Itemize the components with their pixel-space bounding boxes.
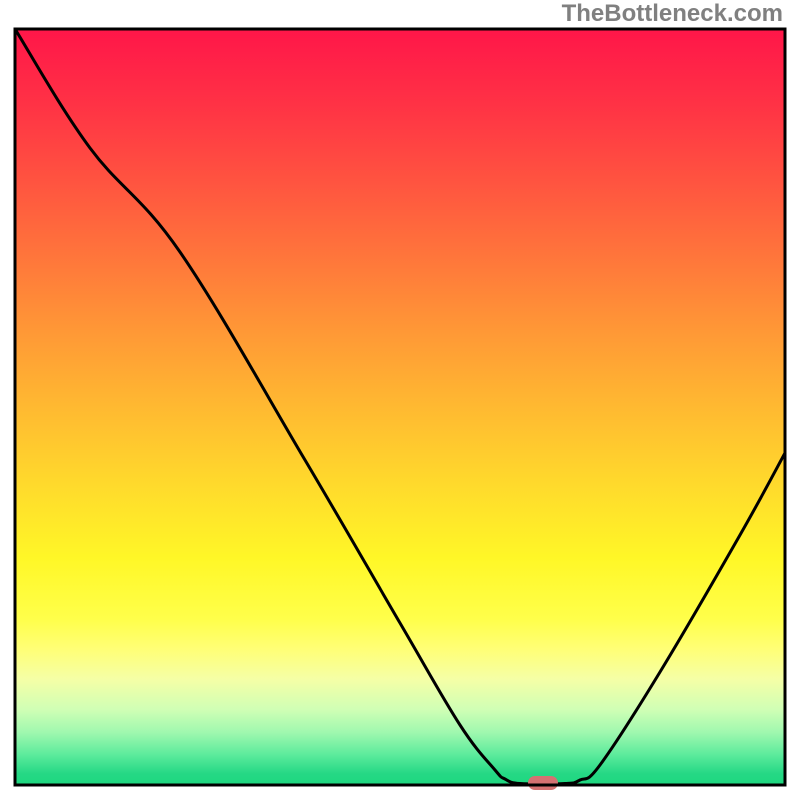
watermark-text: TheBottleneck.com <box>562 0 783 28</box>
plot-background <box>15 29 785 785</box>
bottleneck-curve-chart <box>0 0 800 800</box>
chart-container: TheBottleneck.com <box>0 0 800 800</box>
optimal-marker <box>528 776 558 790</box>
